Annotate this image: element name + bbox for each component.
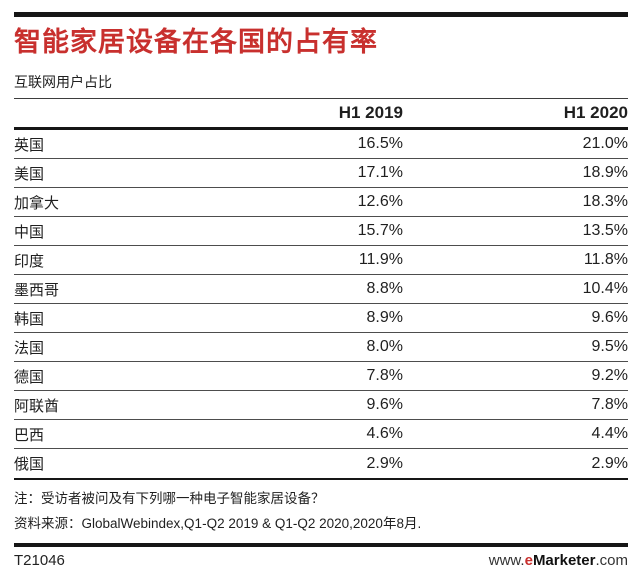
column-header-h1-2019: H1 2019 [338,103,403,122]
value-cell-2020: 10.4% [582,280,628,297]
country-cell: 德国 [14,368,45,386]
table-row: 墨西哥 8.8% 10.4% [14,275,628,304]
top-rule [14,12,628,17]
table-row: 德国 7.8% 9.2% [14,362,628,391]
country-cell: 印度 [14,252,45,270]
value-cell-2019: 8.9% [366,309,403,326]
value-cell-2019: 7.8% [366,367,403,384]
country-cell: 阿联酋 [14,397,60,415]
value-cell-2020: 18.3% [582,193,628,210]
table-row: 加拿大 12.6% 18.3% [14,188,628,217]
site-prefix: www. [488,552,525,569]
country-cell: 法国 [14,339,45,357]
chart-subtitle: 互联网用户占比 [14,74,628,99]
country-cell: 加拿大 [14,194,60,212]
table-row: 印度 11.9% 11.8% [14,246,628,275]
value-cell-2020: 9.2% [591,367,628,384]
table-row: 巴西 4.6% 4.4% [14,420,628,449]
country-cell: 英国 [14,136,45,154]
country-cell: 巴西 [14,426,45,444]
country-cell: 韩国 [14,310,45,328]
site-suffix: .com [595,552,628,569]
value-cell-2020: 9.6% [591,309,628,326]
value-cell-2019: 9.6% [366,396,403,413]
country-cell: 墨西哥 [14,281,60,299]
value-cell-2020: 21.0% [582,135,628,152]
value-cell-2019: 4.6% [366,425,403,442]
value-cell-2020: 9.5% [591,338,628,355]
value-cell-2020: 7.8% [591,396,628,413]
value-cell-2019: 12.6% [357,193,403,210]
table-row: 俄国 2.9% 2.9% [14,449,628,478]
value-cell-2020: 4.4% [591,425,628,442]
value-cell-2020: 11.8% [583,251,628,268]
value-cell-2019: 2.9% [366,454,403,472]
note-text: 注：受访者被问及有下列哪一种电子智能家居设备？ [14,491,325,506]
table-row: 法国 8.0% 9.5% [14,333,628,362]
table-header-row: H1 2019 H1 2020 [14,99,628,130]
site-e-mark: e [524,552,533,569]
value-cell-2019: 16.5% [357,135,403,152]
table-row: 中国 15.7% 13.5% [14,217,628,246]
site-name: Marketer [532,552,596,569]
value-cell-2020: 2.9% [591,454,628,472]
table-row: 英国 16.5% 21.0% [14,130,628,159]
country-cell: 美国 [14,165,45,183]
table-row: 美国 17.1% 18.9% [14,159,628,188]
table-row: 阿联酋 9.6% 7.8% [14,391,628,420]
table-body: 英国 16.5% 21.0% 美国 17.1% 18.9% 加拿大 12.6% … [14,130,628,480]
country-cell: 俄国 [14,456,45,473]
value-cell-2019: 11.9% [358,251,403,268]
footer: T21046 www.eMarketer.com [14,552,628,569]
emarketer-link[interactable]: www.eMarketer.com [489,552,628,569]
column-header-h1-2020: H1 2020 [563,103,628,122]
country-cell: 中国 [14,223,45,241]
value-cell-2020: 18.9% [582,164,628,181]
value-cell-2019: 8.8% [366,280,403,297]
value-cell-2019: 17.1% [357,164,403,181]
chart-id: T21046 [14,552,65,569]
value-cell-2019: 15.7% [357,222,403,239]
table-row: 韩国 8.9% 9.6% [14,304,628,333]
value-cell-2020: 13.5% [582,222,628,239]
page-title: 智能家居设备在各国的占有率 [14,27,378,57]
bottom-rule [14,543,628,547]
source-text: 资料来源：GlobalWebindex,Q1-Q2 2019 & Q1-Q2 2… [14,516,422,531]
value-cell-2019: 8.0% [366,338,403,355]
